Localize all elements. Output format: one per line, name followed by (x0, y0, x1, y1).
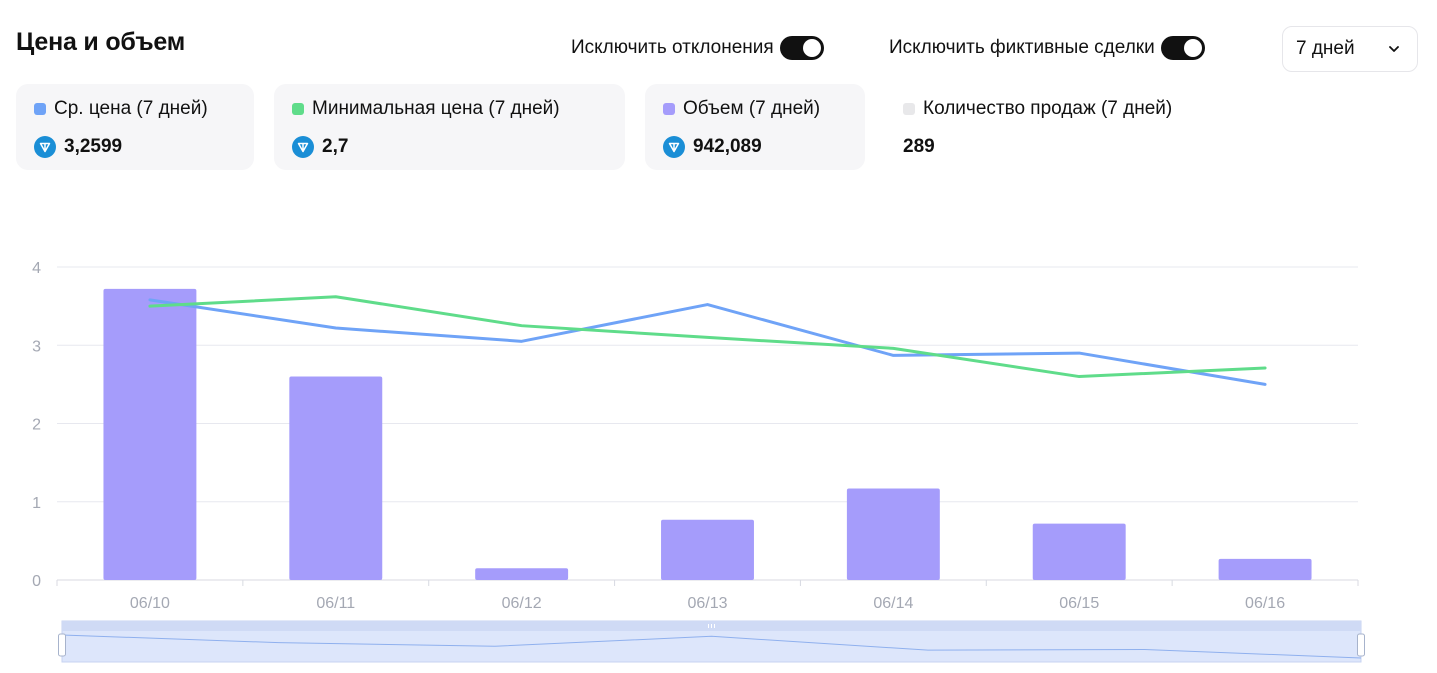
ton-coin-icon (292, 136, 314, 158)
volume-bar (289, 376, 383, 580)
toggle-knob (802, 39, 821, 57)
stat-card-min-price: Минимальная цена (7 дней) 2,7 (274, 84, 625, 170)
y-axis-ticks: 0 1 2 3 4 (32, 260, 41, 590)
legend-swatch (663, 103, 675, 115)
stat-card-avg-price: Ср. цена (7 дней) 3,2599 (16, 84, 254, 170)
stat-label: Ср. цена (7 дней) (54, 98, 208, 119)
x-tick-label: 06/10 (130, 595, 170, 612)
y-tick-label: 0 (32, 573, 41, 590)
ton-coin-icon (34, 136, 56, 158)
x-tick-label: 06/11 (316, 595, 355, 612)
exclude-wash-trades-label: Исключить фиктивные сделки (889, 37, 1155, 58)
page-title: Цена и объем (16, 28, 186, 56)
x-axis-ticks: 06/10 06/11 06/12 06/13 06/14 06/15 06/16 (130, 595, 1285, 612)
ton-coin-icon (663, 136, 685, 158)
range-slider-handle[interactable] (58, 633, 66, 657)
volume-bar (1218, 558, 1312, 580)
exclude-wash-trades-control: Исключить фиктивные сделки (889, 36, 1205, 60)
stat-value: 942,089 (693, 136, 762, 157)
y-tick-label: 4 (32, 260, 41, 277)
volume-bar (1032, 523, 1126, 580)
stat-value: 289 (903, 136, 935, 157)
period-select[interactable]: 7 дней (1282, 26, 1418, 72)
stat-value: 2,7 (322, 136, 349, 157)
x-tick-label: 06/16 (1245, 595, 1285, 612)
price-lines (148, 295, 1267, 386)
series-line (148, 295, 1267, 379)
legend-swatch (292, 103, 304, 115)
exclude-outliers-label: Исключить отклонения (571, 37, 774, 58)
exclude-outliers-control: Исключить отклонения (571, 36, 824, 60)
y-tick-label: 2 (32, 417, 41, 434)
x-tick-label: 06/15 (1059, 595, 1099, 612)
volume-bar (661, 519, 754, 580)
y-tick-label: 1 (32, 495, 41, 512)
x-tick-label: 06/14 (873, 595, 913, 612)
volume-bar (475, 568, 569, 580)
toggle-knob (1183, 39, 1202, 57)
exclude-outliers-toggle[interactable] (779, 36, 824, 60)
x-tick-label: 06/12 (502, 595, 542, 612)
stat-label: Минимальная цена (7 дней) (312, 98, 560, 119)
stat-label: Объем (7 дней) (683, 98, 821, 119)
range-slider-preview (61, 634, 1362, 659)
range-slider[interactable] (58, 620, 1365, 663)
stat-value: 3,2599 (64, 136, 123, 157)
stat-card-volume: Объем (7 дней) 942,089 (645, 84, 865, 170)
volume-bars (103, 288, 1312, 580)
series-line (148, 298, 1267, 386)
volume-bar (846, 488, 940, 580)
exclude-wash-trades-toggle[interactable] (1160, 36, 1205, 60)
chevron-down-icon (1389, 46, 1399, 52)
period-select-value: 7 дней (1296, 38, 1355, 59)
range-slider-handle[interactable] (1357, 633, 1365, 657)
x-tick-label: 06/13 (687, 595, 727, 612)
y-tick-label: 3 (32, 338, 41, 355)
legend-swatch (34, 103, 46, 115)
stat-label: Количество продаж (7 дней) (923, 98, 1173, 119)
volume-bar (103, 288, 197, 580)
stat-card-sales-count: Количество продаж (7 дней) 289 (885, 84, 1245, 170)
legend-swatch (903, 103, 915, 115)
